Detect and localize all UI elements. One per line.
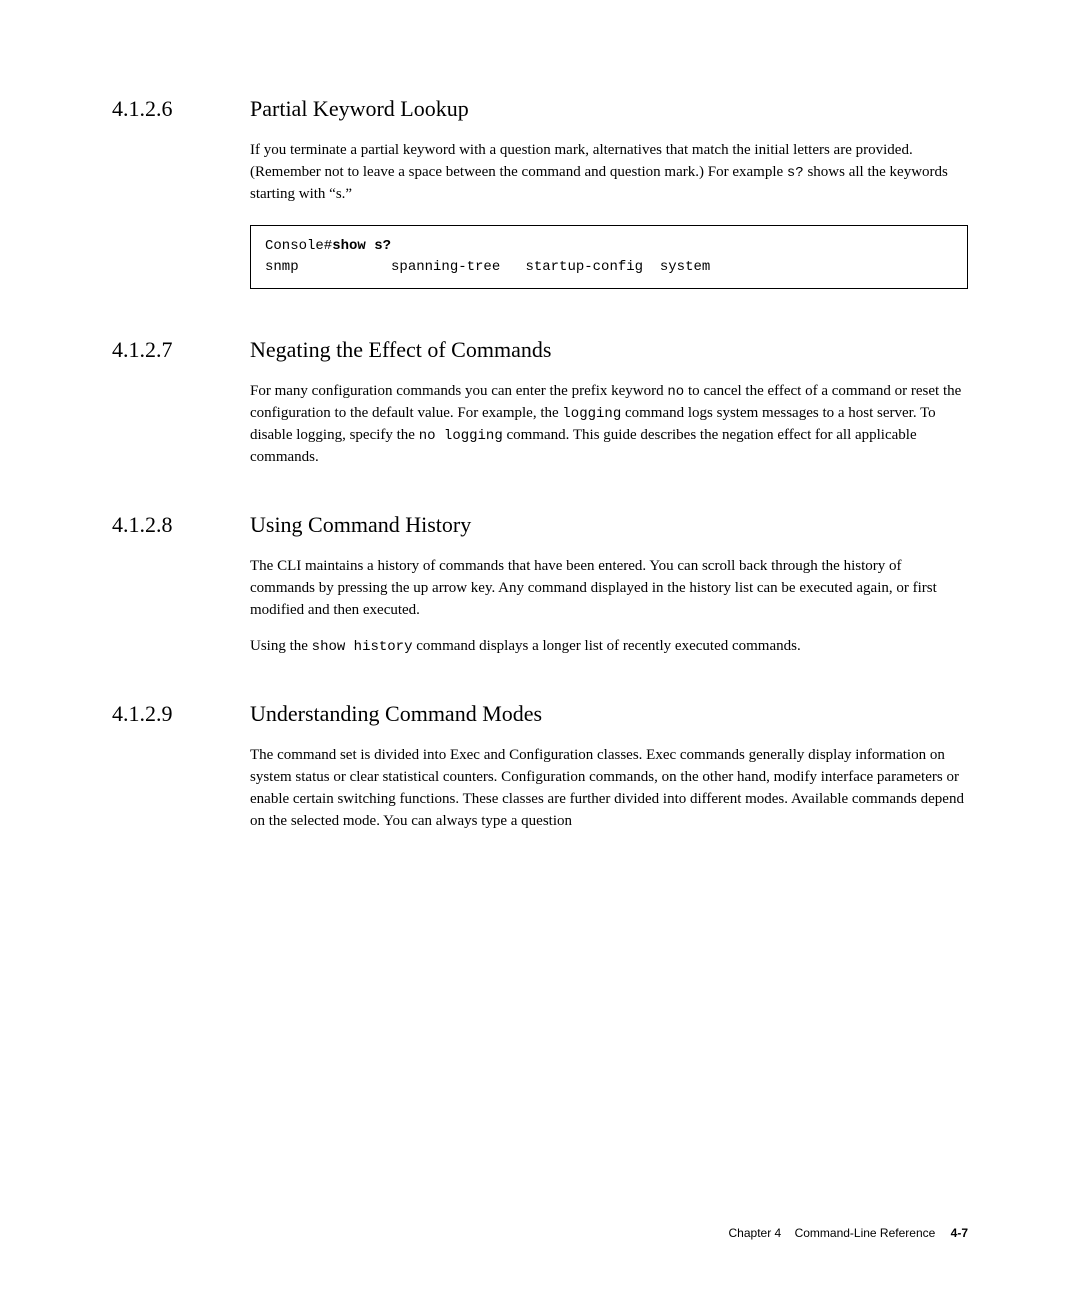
heading-row: 4.1.2.7 Negating the Effect of Commands xyxy=(112,337,968,363)
code-command: show s? xyxy=(332,238,391,254)
text-run: For many configuration commands you can … xyxy=(250,383,667,399)
section-body: The CLI maintains a history of commands … xyxy=(250,556,968,657)
heading-row: 4.1.2.8 Using Command History xyxy=(112,512,968,538)
section-number: 4.1.2.9 xyxy=(112,701,250,727)
section-number: 4.1.2.8 xyxy=(112,512,250,538)
text-run: command displays a longer list of recent… xyxy=(413,638,801,654)
inline-code: s? xyxy=(787,165,804,181)
code-prompt: Console# xyxy=(265,238,332,254)
section-command-modes: 4.1.2.9 Understanding Command Modes The … xyxy=(112,701,968,832)
section-body: The command set is divided into Exec and… xyxy=(250,745,968,832)
code-block: Console#show s? snmp spanning-tree start… xyxy=(250,225,968,289)
paragraph: The command set is divided into Exec and… xyxy=(250,745,968,832)
paragraph: If you terminate a partial keyword with … xyxy=(250,140,968,205)
text-run: Using the xyxy=(250,638,312,654)
paragraph: Using the show history command displays … xyxy=(250,636,968,658)
section-command-history: 4.1.2.8 Using Command History The CLI ma… xyxy=(112,512,968,657)
paragraph: For many configuration commands you can … xyxy=(250,381,968,468)
section-body: If you terminate a partial keyword with … xyxy=(250,140,968,205)
section-number: 4.1.2.6 xyxy=(112,96,250,122)
section-title: Partial Keyword Lookup xyxy=(250,96,469,122)
section-body: For many configuration commands you can … xyxy=(250,381,968,468)
section-title: Using Command History xyxy=(250,512,471,538)
footer-chapter-title: Command-Line Reference xyxy=(795,1226,936,1240)
footer-chapter-label: Chapter 4 xyxy=(729,1226,782,1240)
heading-row: 4.1.2.9 Understanding Command Modes xyxy=(112,701,968,727)
section-title: Negating the Effect of Commands xyxy=(250,337,551,363)
inline-code: no logging xyxy=(419,428,503,444)
inline-code: no xyxy=(667,384,684,400)
footer-page-number: 4-7 xyxy=(951,1226,968,1240)
section-negating-commands: 4.1.2.7 Negating the Effect of Commands … xyxy=(112,337,968,468)
section-number: 4.1.2.7 xyxy=(112,337,250,363)
page-footer: Chapter 4 Command-Line Reference 4-7 xyxy=(729,1226,968,1240)
heading-row: 4.1.2.6 Partial Keyword Lookup xyxy=(112,96,968,122)
section-title: Understanding Command Modes xyxy=(250,701,542,727)
code-output: snmp spanning-tree startup-config system xyxy=(265,259,710,275)
inline-code: logging xyxy=(562,406,621,422)
paragraph: The CLI maintains a history of commands … xyxy=(250,556,968,621)
inline-code: show history xyxy=(312,639,413,655)
section-partial-keyword-lookup: 4.1.2.6 Partial Keyword Lookup If you te… xyxy=(112,96,968,289)
